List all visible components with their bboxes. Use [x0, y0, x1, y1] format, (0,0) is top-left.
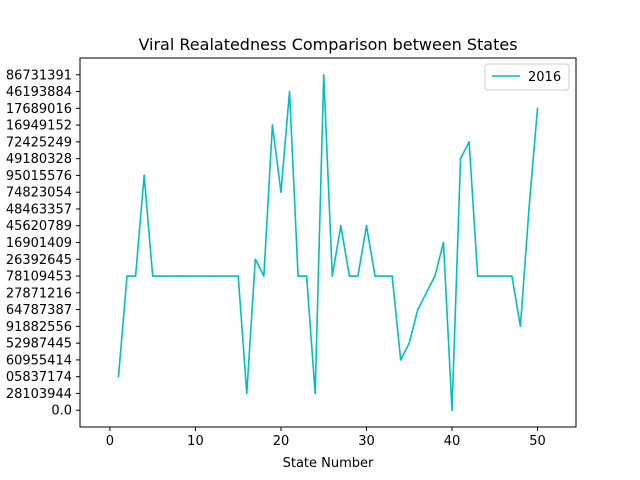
y-tick-label: 28103944: [6, 387, 72, 402]
x-tick-label: 30: [358, 434, 375, 449]
y-tick-label: 17689016: [6, 102, 72, 117]
data-point: [254, 258, 257, 261]
data-point: [536, 107, 539, 110]
data-point: [245, 392, 248, 395]
y-tick-label: 05837174: [6, 370, 72, 385]
data-point: [263, 275, 265, 277]
data-point: [322, 73, 325, 76]
x-axis: 0 10 20 30 40 50: [106, 427, 546, 449]
data-point: [220, 275, 222, 277]
chart-title: Viral Realatedness Comparison between St…: [138, 35, 517, 54]
data-point: [374, 275, 376, 277]
data-point: [117, 375, 120, 378]
data-point: [126, 275, 128, 277]
y-tick-label: 74823054: [6, 186, 72, 201]
y-tick-label: 45620789: [6, 219, 72, 234]
data-point: [502, 275, 505, 277]
y-tick-label: 16901409: [6, 236, 72, 251]
data-point: [237, 275, 240, 277]
legend-box: [484, 63, 570, 91]
data-point: [194, 275, 197, 277]
data-point: [434, 275, 436, 277]
plot-area: [80, 58, 576, 427]
data-point: [271, 124, 274, 126]
data-point: [382, 275, 385, 277]
data-point: [365, 224, 368, 227]
data-point: [203, 275, 205, 277]
y-tick-label: 49180328: [6, 152, 72, 167]
y-tick-label: 46193884: [6, 85, 72, 100]
plot-frame: [79, 57, 577, 428]
data-point: [391, 275, 393, 277]
data-point: [297, 275, 299, 277]
x-axis-label: State Number: [283, 456, 374, 471]
y-tick-label: 78109453: [6, 270, 72, 285]
data-point: [340, 224, 342, 227]
data-point: [348, 275, 351, 277]
y-tick-label: 26392645: [6, 253, 72, 268]
data-point: [160, 275, 163, 277]
data-point: [476, 275, 479, 277]
data-point: [459, 157, 462, 160]
data-point: [168, 275, 171, 277]
data-point: [305, 275, 308, 277]
y-tick-label: 95015576: [6, 169, 72, 184]
data-point: [151, 275, 154, 277]
data-point: [451, 409, 453, 412]
data-point: [211, 275, 214, 277]
x-tick-label: 10: [187, 434, 204, 449]
data-point: [288, 90, 291, 93]
data-point: [425, 292, 428, 294]
data-point: [399, 359, 402, 361]
y-tick-label: 48463357: [6, 202, 72, 217]
y-tick-label: 91882556: [6, 320, 72, 335]
data-point: [519, 325, 522, 328]
data-point: [408, 342, 411, 344]
data-point: [416, 308, 419, 311]
data-point: [485, 275, 488, 277]
data-point: [177, 275, 180, 277]
x-tick-label: 50: [529, 434, 546, 449]
x-tick-label: 40: [444, 434, 461, 449]
data-point: [493, 275, 496, 277]
y-tick-label: 0.0: [51, 404, 72, 419]
y-tick-label: 16949152: [6, 119, 72, 134]
x-tick-label: 0: [106, 434, 114, 449]
y-tick-label: 64787387: [6, 303, 72, 318]
y-tick-label: 27871216: [6, 286, 72, 301]
y-tick-label: 60955414: [6, 353, 72, 368]
data-point: [331, 275, 334, 277]
data-point: [528, 208, 530, 210]
data-point: [511, 275, 513, 277]
data-point: [228, 275, 231, 277]
y-tick-label: 86731391: [6, 68, 72, 83]
data-point: [357, 275, 359, 277]
data-point: [143, 174, 145, 177]
x-tick-label: 20: [273, 434, 290, 449]
series-line-2016: [117, 73, 539, 412]
data-point: [134, 275, 137, 277]
data-point: [314, 392, 316, 395]
data-point: [186, 275, 188, 277]
data-point: [468, 141, 470, 143]
y-tick-label: 72425249: [6, 135, 72, 150]
y-tick-label: 52987445: [6, 337, 72, 352]
legend: 2016: [484, 63, 570, 91]
series-layer: [117, 73, 539, 412]
data-point: [280, 191, 282, 193]
data-point: [442, 241, 445, 244]
legend-label-2016: 2016: [528, 70, 561, 85]
